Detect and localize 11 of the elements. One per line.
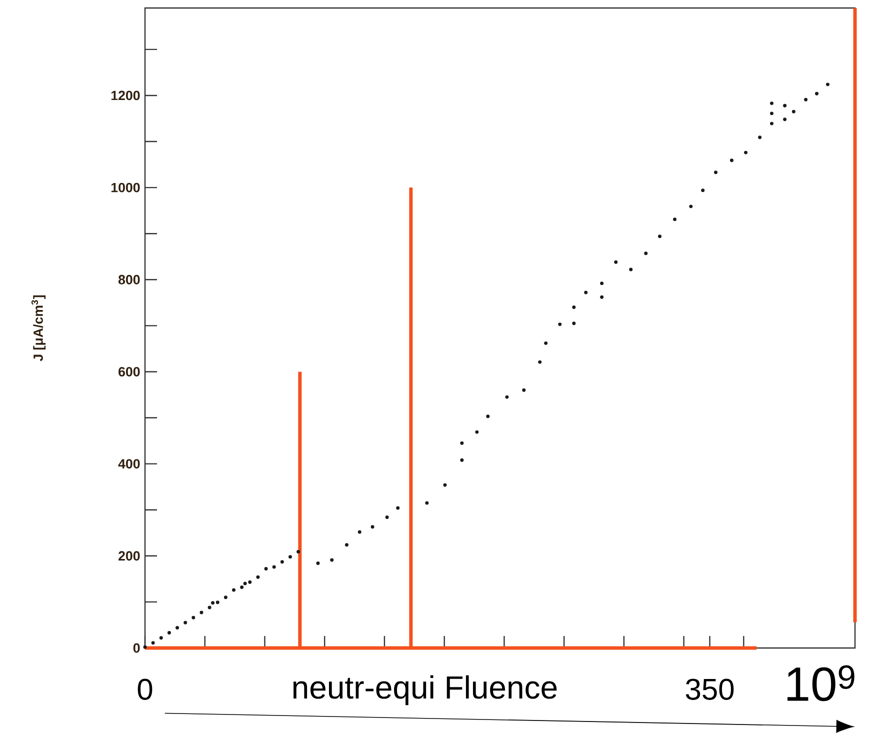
text: 10$^{9}$ bbox=[788, 665, 854, 702]
x-axis-title: neutr-equi Fluence bbox=[293, 675, 557, 706]
y-axis-title: J [μA/cm$^{3}$] bbox=[31, 295, 46, 362]
y-tick-label: 1200 bbox=[111, 90, 140, 100]
y-tick-label: 0 bbox=[133, 643, 140, 653]
y-tick-label: 400 bbox=[118, 459, 140, 469]
y-tick-label: 200 bbox=[118, 551, 140, 561]
y-tick-label: 800 bbox=[118, 274, 140, 284]
y-tick-label: 1000 bbox=[111, 182, 140, 192]
x-tick-label: 350 bbox=[686, 678, 734, 700]
y-tick-label: 600 bbox=[118, 367, 140, 376]
